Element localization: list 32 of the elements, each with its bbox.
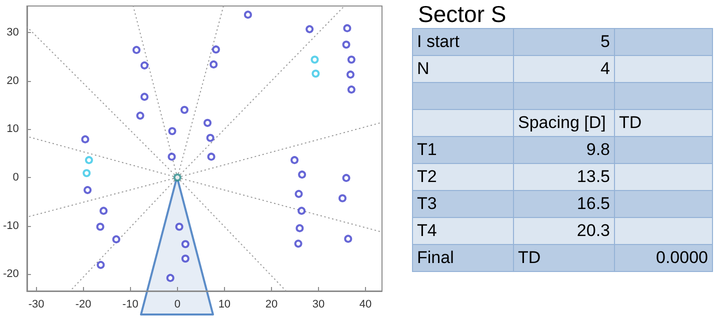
data-label: 20.3 [514,218,614,244]
category-label: T2 [412,164,514,190]
data-label: 5 [514,28,614,56]
x-tick-label: 0 [174,298,180,310]
y-tick-label: -10 [2,220,19,232]
data-label: 16.5 [514,190,614,218]
category-label: N [412,56,514,82]
text: Sector S [417,0,508,28]
y-tick-label: 30 [6,26,19,39]
data-label: 9.8 [514,136,614,164]
category-label: Final [412,244,514,272]
data-label: 4 [514,56,614,82]
y-tick-label: 0 [12,171,19,184]
category-label: I start [412,28,514,56]
category-label: T4 [412,218,514,244]
x-tick-label: -30 [28,298,44,310]
data-label: 0.0000 [614,244,712,272]
data-label: Spacing [D] [514,110,614,136]
y-tick-label: 10 [6,123,19,136]
x-tick-label: 30 [312,298,325,310]
category-label: T3 [412,190,514,218]
x-tick-label: 10 [218,298,231,310]
x-tick-label: -20 [75,298,92,310]
x-tick-label: -10 [122,298,138,310]
data-label: TD [614,110,712,136]
y-tick-label: -20 [2,268,19,280]
x-tick-label: 40 [359,298,372,310]
x-tick-label: 20 [265,298,278,310]
y-tick-label: 20 [6,74,19,87]
data-label: 13.5 [514,164,614,190]
category-label: T1 [412,136,514,164]
data-label: TD [514,244,614,272]
